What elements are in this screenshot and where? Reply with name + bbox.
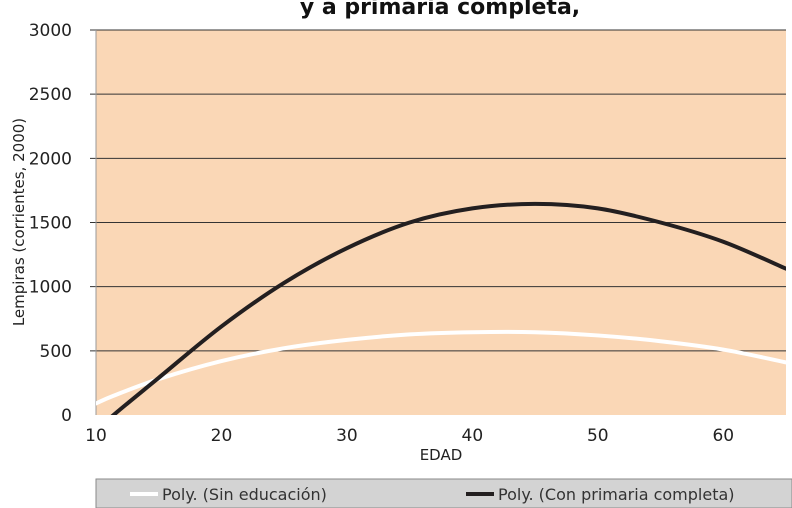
legend-label-1: Poly. (Sin educación)	[162, 485, 327, 504]
legend-box	[95, 478, 792, 508]
y-axis-ticks: 0 500 1000 1500 2000 2500 3000	[29, 21, 72, 426]
x-tick-label-30: 30	[336, 426, 358, 446]
x-tick-label-50: 50	[587, 426, 609, 446]
chart-title: y a primaria completa,	[300, 0, 580, 20]
legend: Poly. (Sin educación) Poly. (Con primaria…	[95, 478, 792, 508]
y-tick-label-0: 0	[61, 406, 72, 426]
y-tick-label-2000: 2000	[29, 149, 72, 169]
legend-label-2: Poly. (Con primaria completa)	[498, 485, 735, 504]
x-axis-ticks: 10 20 30 40 50 60	[85, 426, 734, 446]
series-line-2	[110, 201, 786, 415]
x-tick-label-20: 20	[211, 426, 233, 446]
x-tick-label-60: 60	[712, 426, 734, 446]
x-axis-title: EDAD	[420, 446, 463, 464]
gridlines	[90, 29, 786, 415]
y-tick-label-1500: 1500	[29, 214, 72, 234]
x-tick-label-10: 10	[85, 426, 107, 446]
x-tick-label-40: 40	[462, 426, 484, 446]
y-axis-title: Lempiras (corrientes, 2000)	[10, 118, 28, 326]
y-tick-label-1000: 1000	[29, 278, 72, 298]
y-tick-label-500: 500	[40, 342, 72, 362]
y-tick-label-3000: 3000	[29, 21, 72, 41]
series-layer	[96, 201, 786, 415]
y-tick-label-2500: 2500	[29, 85, 72, 105]
